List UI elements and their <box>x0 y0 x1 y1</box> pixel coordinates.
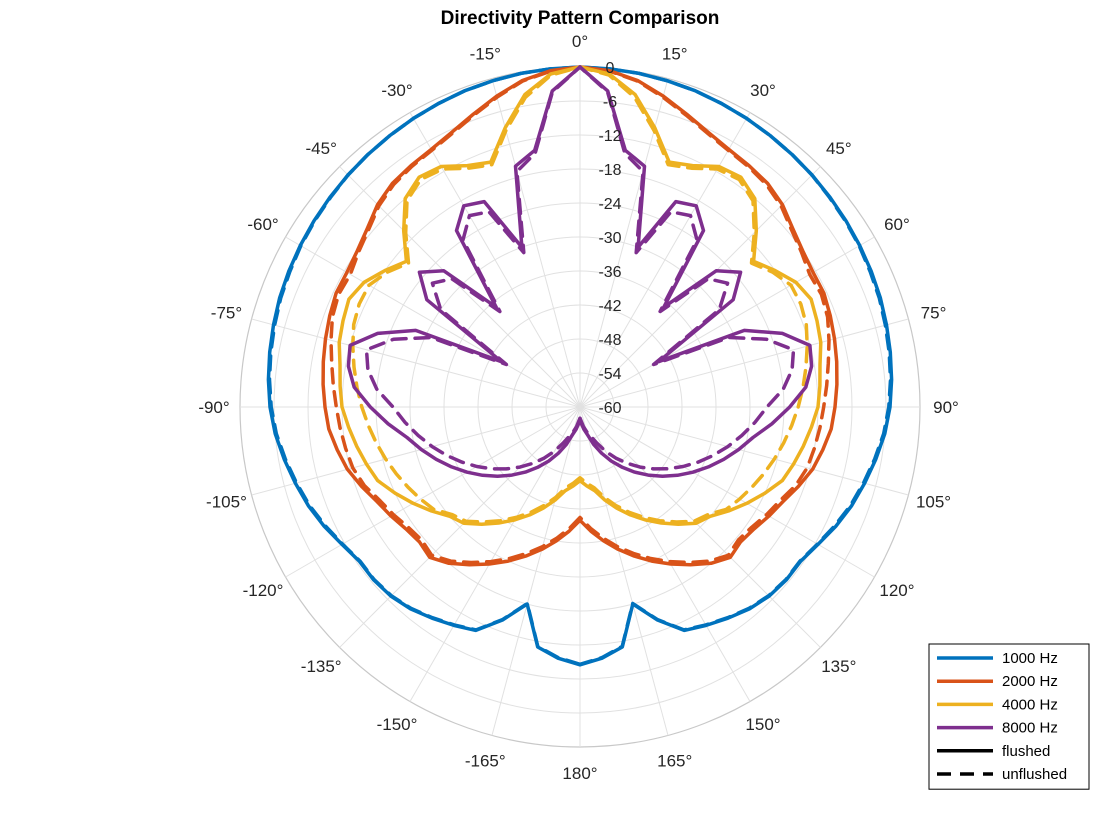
theta-tick-label: 0° <box>572 32 588 51</box>
theta-tick-label: 90° <box>933 398 959 417</box>
legend-label: 4000 Hz <box>1002 696 1058 713</box>
r-tick-label: -30 <box>598 230 621 247</box>
grid-spoke <box>409 112 581 408</box>
legend-label: 2000 Hz <box>1002 673 1058 690</box>
grid-spoke <box>491 406 581 736</box>
grid-spoke <box>579 112 751 408</box>
theta-tick-label: 165° <box>657 752 692 771</box>
r-tick-label: -12 <box>598 128 621 145</box>
radial-tick-labels: 0 -6 -12 -18 -24 -30 -36 -42 -48 -54 -60 <box>598 60 621 417</box>
theta-tick-label: -120° <box>243 581 284 600</box>
grid-spoke <box>339 166 581 408</box>
theta-tick-label: 45° <box>826 139 852 158</box>
r-tick-label: 0 <box>606 60 615 77</box>
series-lines <box>266 65 894 667</box>
theta-tick-label: 180° <box>562 764 597 783</box>
theta-tick-label: -90° <box>198 398 229 417</box>
grid-spoke <box>285 406 581 578</box>
r-tick-label: -24 <box>598 196 621 213</box>
theta-tick-label: 15° <box>662 44 688 63</box>
theta-tick-label: 60° <box>884 215 910 234</box>
theta-tick-label: -45° <box>306 139 337 158</box>
theta-tick-label: -60° <box>247 215 278 234</box>
theta-tick-label: -15° <box>470 44 501 63</box>
legend-label: flushed <box>1002 743 1050 760</box>
grid-spoke <box>579 406 821 648</box>
chart-title: Directivity Pattern Comparison <box>441 8 720 29</box>
r-tick-label: -54 <box>598 366 621 383</box>
grid-spoke <box>285 236 581 408</box>
grid-spoke <box>579 406 875 578</box>
grid-spoke <box>579 236 875 408</box>
legend-label: unflushed <box>1002 766 1067 783</box>
theta-tick-label: -135° <box>301 657 342 676</box>
theta-tick-label: -105° <box>206 493 247 512</box>
r-tick-label: -60 <box>598 400 621 417</box>
angle-tick-labels: 0° 15° 30° 45° 60° 75° 90° 105° 120° 135° 150° 165°… <box>198 32 959 783</box>
theta-tick-label: -30° <box>381 81 412 100</box>
series-line-1000-hz-unflushed <box>267 65 893 667</box>
r-tick-label: -18 <box>598 162 621 179</box>
theta-tick-label: 75° <box>921 303 947 322</box>
legend-box <box>928 643 1090 790</box>
grid-spoke <box>579 406 909 496</box>
grid-spoke <box>409 406 581 702</box>
r-tick-label: -36 <box>598 264 621 281</box>
legend: 1000 Hz 2000 Hz 4000 Hz 8000 Hz flushed unflu… <box>928 643 1090 790</box>
grid-spoke <box>579 78 669 408</box>
r-tick-label: -48 <box>598 332 621 349</box>
legend-label: 1000 Hz <box>1002 650 1058 667</box>
theta-tick-label: 150° <box>745 715 780 734</box>
series-line-8000-hz-unflushed <box>364 65 796 471</box>
theta-tick-label: 30° <box>750 81 776 100</box>
theta-tick-label: 105° <box>916 493 951 512</box>
theta-tick-label: -165° <box>465 752 506 771</box>
r-tick-label: -6 <box>603 94 617 111</box>
grid-spoke <box>579 406 751 702</box>
theta-tick-label: 135° <box>821 657 856 676</box>
polar-grid <box>239 66 921 748</box>
theta-tick-label: 120° <box>879 581 914 600</box>
grid-spoke <box>251 406 581 496</box>
grid-spoke <box>339 406 581 648</box>
theta-tick-label: -75° <box>211 303 242 322</box>
legend-label: 8000 Hz <box>1002 720 1058 737</box>
grid-spoke <box>579 318 909 408</box>
grid-spoke <box>579 406 669 736</box>
r-tick-label: -42 <box>598 298 621 315</box>
theta-tick-label: -150° <box>377 715 418 734</box>
grid-spoke <box>251 318 581 408</box>
